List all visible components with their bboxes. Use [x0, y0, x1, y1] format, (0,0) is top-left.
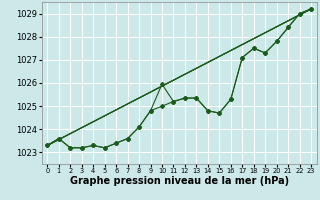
X-axis label: Graphe pression niveau de la mer (hPa): Graphe pression niveau de la mer (hPa) — [70, 176, 289, 186]
